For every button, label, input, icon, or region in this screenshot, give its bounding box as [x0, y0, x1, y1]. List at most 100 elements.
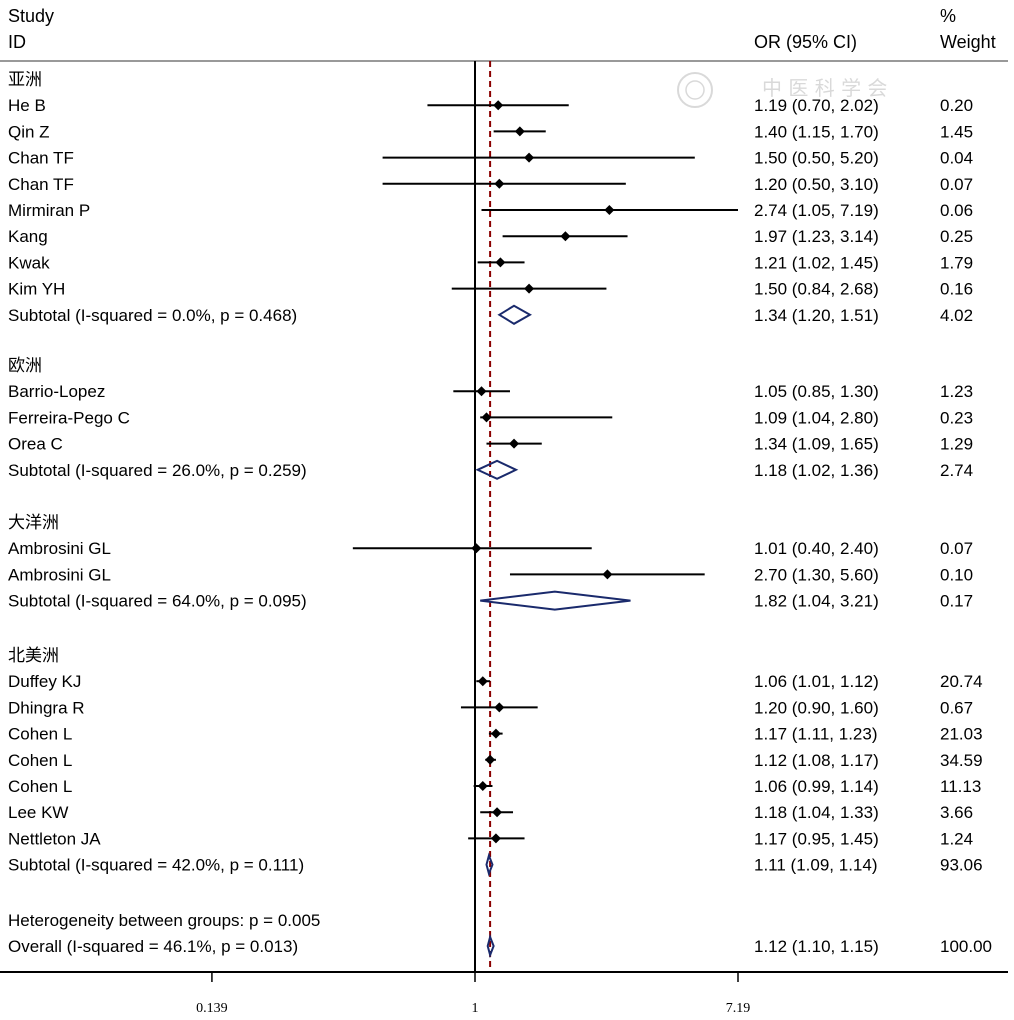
study-label: Barrio-Lopez — [8, 382, 105, 401]
x-tick-label: 7.19 — [726, 1001, 751, 1016]
subtotal-ci: 1.12 (1.10, 1.15) — [754, 937, 879, 956]
weight-header: Weight — [940, 32, 996, 52]
pooled-diamond — [497, 304, 532, 325]
study-weight: 0.07 — [940, 175, 973, 194]
study-label: Orea C — [8, 435, 63, 454]
study-weight: 0.10 — [940, 565, 973, 584]
point-estimate — [485, 754, 496, 765]
study-weight: 1.79 — [940, 253, 973, 272]
subtotal-ci: 1.82 (1.04, 3.21) — [754, 592, 879, 611]
study-label: Kwak — [8, 253, 50, 272]
study-label: Dhingra R — [8, 698, 85, 717]
point-estimate — [602, 569, 613, 580]
or-header: OR (95% CI) — [754, 32, 857, 52]
study-label: Mirmiran P — [8, 201, 90, 220]
subtotal-label: Subtotal (I-squared = 64.0%, p = 0.095) — [8, 592, 307, 611]
point-estimate — [490, 833, 501, 844]
study-ci: 2.70 (1.30, 5.60) — [754, 565, 879, 584]
study-weight: 1.45 — [940, 122, 973, 141]
point-estimate — [493, 100, 504, 111]
group-heading: 大洋洲 — [8, 513, 59, 533]
weight-header-percent: % — [940, 6, 956, 26]
point-estimate — [477, 781, 488, 791]
group-heading: 亚洲 — [8, 70, 42, 90]
subtotal-ci: 1.34 (1.20, 1.51) — [754, 306, 879, 325]
study-ci: 1.18 (1.04, 1.33) — [754, 803, 879, 822]
subtotal-weight: 4.02 — [940, 306, 973, 325]
study-ci: 1.17 (1.11, 1.23) — [754, 725, 878, 744]
study-label: Ambrosini GL — [8, 565, 111, 584]
x-axis-ticks: 0.139 1 7.19 — [196, 972, 750, 1016]
study-label: Ambrosini GL — [8, 539, 111, 558]
x-tick-label: 1 — [472, 1001, 479, 1016]
study-weight: 0.25 — [940, 227, 973, 246]
point-estimate — [481, 412, 492, 423]
point-estimate — [514, 126, 525, 137]
pooled-diamond — [475, 459, 519, 480]
study-ci: 1.06 (1.01, 1.12) — [754, 672, 879, 691]
study-weight: 0.67 — [940, 698, 973, 717]
subtotal-weight: 0.17 — [940, 592, 973, 611]
study-weight: 0.06 — [940, 201, 973, 220]
study-weight: 0.04 — [940, 149, 973, 168]
rows-layer: 亚洲 He B 1.19 (0.70, 2.02) 0.20 Qin Z 1.40 (1.… — [8, 70, 992, 956]
subtotal-weight: 2.74 — [940, 461, 973, 480]
study-weight: 0.20 — [940, 96, 973, 115]
study-ci: 1.06 (0.99, 1.14) — [754, 777, 879, 796]
study-label: Duffey KJ — [8, 672, 81, 691]
point-estimate — [471, 543, 482, 554]
point-estimate — [509, 438, 520, 449]
study-weight: 11.13 — [940, 777, 981, 796]
study-ci: 1.17 (0.95, 1.45) — [754, 829, 879, 848]
study-ci: 1.50 (0.50, 5.20) — [754, 149, 879, 168]
subtotal-label: Overall (I-squared = 46.1%, p = 0.013) — [8, 937, 298, 956]
watermark-text: 中 医 科 学 会 — [762, 76, 887, 100]
study-weight: 3.66 — [940, 803, 973, 822]
study-label: Nettleton JA — [8, 829, 101, 848]
study-weight: 1.23 — [940, 382, 973, 401]
study-label: Qin Z — [8, 122, 50, 141]
point-estimate — [476, 386, 487, 397]
study-label: Cohen L — [8, 751, 72, 770]
heterogeneity-text: Heterogeneity between groups: p = 0.005 — [8, 911, 320, 930]
id-header: ID — [8, 32, 26, 52]
group-heading: 欧洲 — [8, 356, 42, 376]
subtotal-ci: 1.11 (1.09, 1.14) — [754, 856, 878, 875]
subtotal-ci: 1.18 (1.02, 1.36) — [754, 461, 879, 480]
study-ci: 2.74 (1.05, 7.19) — [754, 201, 879, 220]
pooled-diamond — [480, 590, 631, 611]
point-estimate — [495, 257, 506, 268]
study-ci: 1.20 (0.90, 1.60) — [754, 698, 879, 717]
study-label: He B — [8, 96, 46, 115]
study-weight: 1.29 — [940, 435, 973, 454]
study-header: Study — [8, 6, 54, 26]
study-label: Chan TF — [8, 175, 74, 194]
study-label: Cohen L — [8, 725, 72, 744]
study-ci: 1.12 (1.08, 1.17) — [754, 751, 879, 770]
point-estimate — [494, 702, 505, 713]
study-label: Kang — [8, 227, 48, 246]
study-ci: 1.21 (1.02, 1.45) — [754, 253, 879, 272]
study-weight: 20.74 — [940, 672, 983, 691]
group-heading: 北美洲 — [8, 646, 59, 666]
point-estimate — [492, 807, 503, 818]
watermark: 中 医 科 学 会 — [677, 72, 887, 108]
x-tick-label: 0.139 — [196, 1001, 228, 1016]
study-label: Chan TF — [8, 149, 74, 168]
study-weight: 0.07 — [940, 539, 973, 558]
study-ci: 1.05 (0.85, 1.30) — [754, 382, 879, 401]
study-label: Cohen L — [8, 777, 72, 796]
point-estimate — [524, 152, 535, 163]
point-estimate — [560, 231, 571, 242]
study-weight: 21.03 — [940, 725, 983, 744]
study-weight: 0.16 — [940, 280, 973, 299]
study-label: Lee KW — [8, 803, 68, 822]
point-estimate — [490, 728, 501, 739]
subtotal-weight: 100.00 — [940, 937, 992, 956]
study-ci: 1.34 (1.09, 1.65) — [754, 435, 879, 454]
subtotal-weight: 93.06 — [940, 856, 983, 875]
study-ci: 1.20 (0.50, 3.10) — [754, 175, 879, 194]
watermark-seal-icon — [677, 72, 713, 108]
point-estimate — [604, 205, 615, 215]
